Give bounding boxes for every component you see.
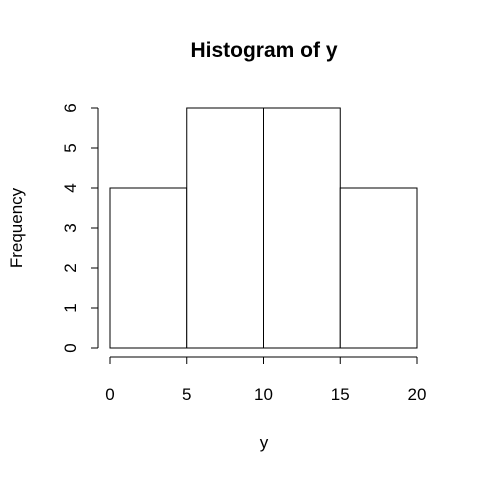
y-axis: 0 1 2 3 4 5 6 — [61, 103, 99, 353]
y-tick-label: 4 — [61, 183, 80, 192]
y-tick-label: 0 — [61, 343, 80, 352]
x-axis-label: y — [260, 433, 269, 452]
histogram-bar — [109, 187, 188, 349]
histogram-bar — [263, 107, 341, 349]
x-tick-label: 5 — [182, 385, 191, 404]
histogram-bar — [339, 187, 418, 349]
y-tick-label: 5 — [61, 143, 80, 152]
x-axis: 0 5 10 15 20 — [105, 356, 427, 404]
histogram-bar — [186, 107, 264, 349]
x-tick-label: 15 — [331, 385, 350, 404]
y-tick-label: 2 — [61, 263, 80, 272]
y-tick-label: 6 — [61, 103, 80, 112]
x-tick-label: 20 — [408, 385, 427, 404]
y-axis-label: Frequency — [7, 187, 26, 268]
chart-title: Histogram of y — [190, 39, 337, 62]
y-tick-label: 1 — [61, 303, 80, 312]
x-tick-label: 10 — [254, 385, 273, 404]
x-tick-label: 0 — [105, 385, 114, 404]
bars-group — [109, 107, 418, 349]
y-tick-label: 3 — [61, 223, 80, 232]
